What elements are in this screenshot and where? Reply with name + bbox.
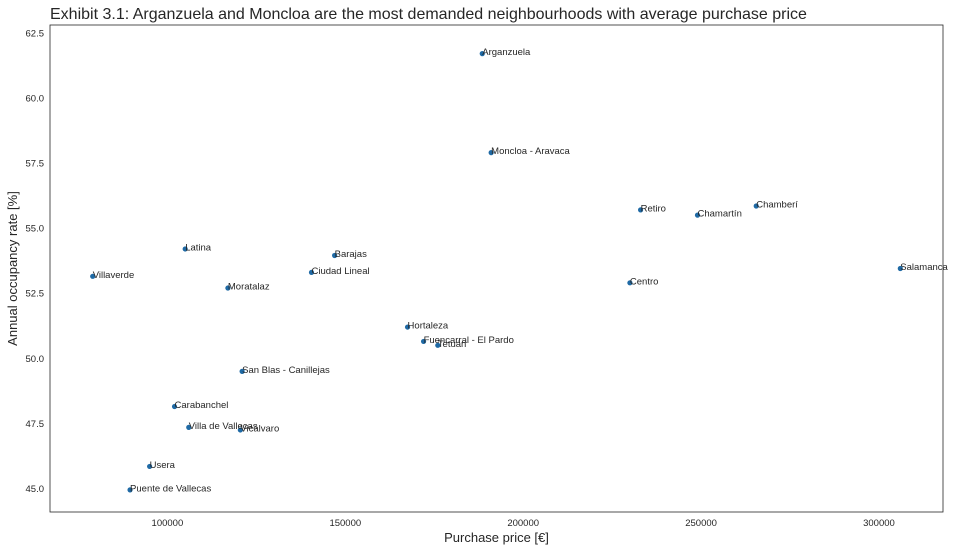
y-tick-label: 62.5 <box>26 28 45 39</box>
x-tick-label: 250000 <box>685 518 717 529</box>
data-point <box>753 203 759 209</box>
data-label: Vicálvaro <box>240 423 279 434</box>
data-label: Tetuán <box>438 339 467 350</box>
data-point <box>171 403 178 410</box>
data-label: Chamartín <box>698 209 742 220</box>
data-label: Villaverde <box>93 270 135 281</box>
data-label: Latina <box>185 242 212 253</box>
data-point <box>147 463 153 470</box>
data-label: Moratalaz <box>228 282 270 293</box>
data-label: Fuencarral - El Pardo <box>424 335 514 346</box>
data-point <box>186 424 192 430</box>
x-tick-label: 200000 <box>507 518 539 529</box>
data-label: Ciudad Lineal <box>311 266 369 277</box>
y-tick-label: 57.5 <box>26 159 45 170</box>
y-tick-label: 60.0 <box>26 93 45 104</box>
plot-area <box>49 24 944 513</box>
data-label: Salamanca <box>900 262 948 273</box>
data-label: Carabanchel <box>175 400 229 411</box>
data-label: San Blas - Canillejas <box>242 365 330 376</box>
data-point <box>637 207 644 213</box>
data-label: Usera <box>150 460 176 471</box>
y-tick-label: 55.0 <box>26 224 45 235</box>
data-point <box>435 342 441 348</box>
data-label: Villa de Vallecas <box>189 421 258 432</box>
data-label: Chamberí <box>756 199 798 210</box>
y-tick-label: 45.0 <box>26 484 45 495</box>
y-axis-ticks: 45.0 47.5 50.0 52.5 55.0 57.5 60.0 62.5 <box>26 28 45 495</box>
data-point <box>488 150 494 156</box>
data-label: Moncloa - Aravaca <box>491 146 570 157</box>
data-point <box>420 338 427 345</box>
data-label: Puente de Vallecas <box>130 483 211 494</box>
data-point <box>182 246 188 252</box>
data-label: Hortaleza <box>408 321 449 332</box>
y-tick-label: 52.5 <box>26 289 45 300</box>
data-point <box>332 252 338 259</box>
data-point <box>897 265 903 272</box>
y-tick-label: 50.0 <box>26 354 45 365</box>
data-label: Retiro <box>641 203 666 214</box>
x-axis-ticks: 100000 150000 200000 250000 300000 <box>152 518 895 529</box>
data-point <box>225 285 231 291</box>
data-point <box>694 212 701 218</box>
x-tick-label: 150000 <box>329 518 361 529</box>
data-points <box>90 51 903 493</box>
data-point <box>237 427 243 433</box>
x-tick-label: 300000 <box>863 518 895 529</box>
data-label: Centro <box>630 276 659 287</box>
x-tick-label: 100000 <box>152 518 184 529</box>
data-labels: Arganzuela Moncloa - Aravaca Retiro Chamart… <box>93 47 949 494</box>
data-point <box>127 487 133 493</box>
data-point <box>308 269 315 276</box>
data-point <box>479 51 485 57</box>
data-point <box>90 273 96 279</box>
data-point <box>239 368 245 374</box>
data-label: Barajas <box>335 249 367 260</box>
x-axis-label: Purchase price [€] <box>444 530 549 545</box>
data-label: Arganzuela <box>482 47 531 58</box>
y-axis-label: Annual occupancy rate [%] <box>5 191 20 346</box>
chart-title: Exhibit 3.1: Arganzuela and Moncloa are … <box>50 6 807 23</box>
data-point <box>627 280 633 286</box>
y-tick-label: 47.5 <box>26 419 45 430</box>
data-point <box>404 324 411 330</box>
